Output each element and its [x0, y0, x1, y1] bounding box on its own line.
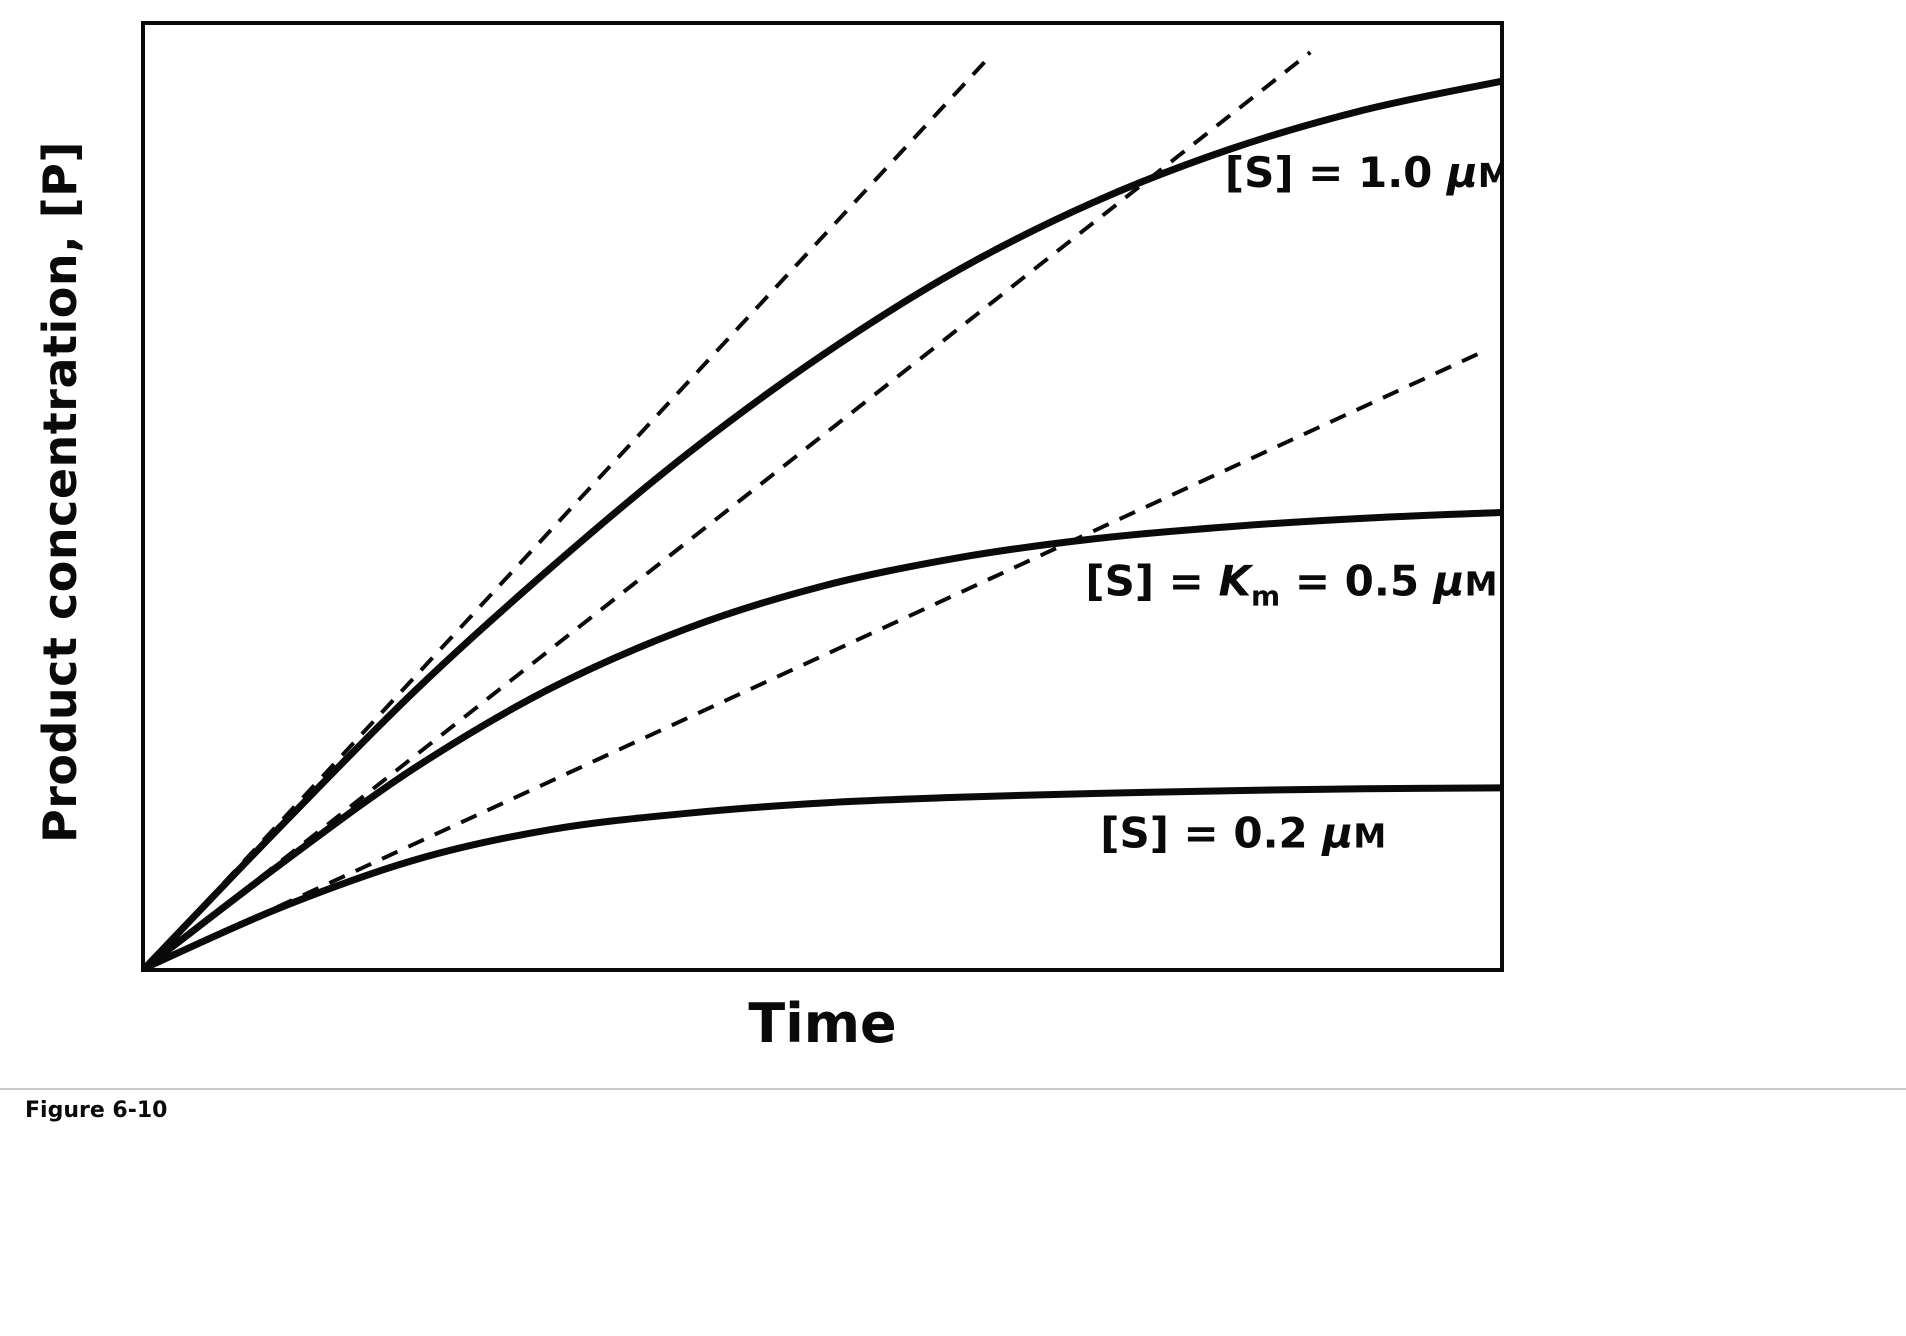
- y-axis-label: Product concentration, [P]: [33, 141, 87, 844]
- tangent-line: [145, 351, 1481, 968]
- progress-curve: [145, 509, 1500, 968]
- curve-label: [S] = 1.0 μM: [1225, 148, 1500, 197]
- curve-label: [S] = 0.2 μM: [1100, 808, 1386, 857]
- curve-label: [S] = Km = 0.5 μM: [1085, 557, 1497, 613]
- tangent-line: [145, 50, 1312, 968]
- progress-curve: [145, 784, 1500, 968]
- x-axis-label: Time: [748, 992, 897, 1055]
- progress-curve: [145, 78, 1500, 968]
- plot-area: [S] = 1.0 μM [S] = Km = 0.5 μM [S] = 0.2 μ…: [141, 21, 1504, 972]
- chart-svg: [S] = 1.0 μM [S] = Km = 0.5 μM [S] = 0.2 μ…: [145, 50, 1500, 968]
- figure-caption: Figure 6-10: [25, 1098, 168, 1123]
- caption-divider: [0, 1088, 1906, 1090]
